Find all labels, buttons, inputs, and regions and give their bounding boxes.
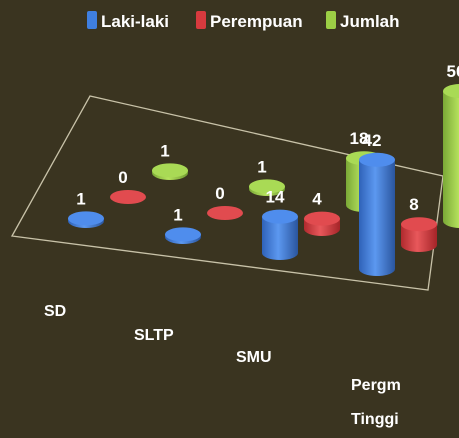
value-label-laki-laki-sltp: 1 xyxy=(173,205,182,224)
category-label-sd: SD xyxy=(44,303,66,320)
bar-jumlah-sd-top xyxy=(152,163,188,178)
bar-perempuan-pergm-tinggi xyxy=(401,217,437,252)
bar-jumlah-pergm-tinggi-body xyxy=(443,91,459,228)
bar-laki-laki-smu-body xyxy=(262,216,298,260)
category-labels: SD SLTP SMU Pergm Tinggi xyxy=(44,303,405,428)
bar-laki-laki-pergm-tinggi-top xyxy=(359,152,395,167)
bar-perempuan-smu xyxy=(304,211,340,236)
value-label-perempuan-sd: 0 xyxy=(118,168,127,187)
legend-swatch-jumlah xyxy=(326,11,336,29)
bar-perempuan-pergm-tinggi-body xyxy=(401,224,437,252)
bar-laki-laki-smu xyxy=(262,209,298,260)
category-label-sltp: SLTP xyxy=(134,327,174,344)
bar-laki-laki-pergm-tinggi xyxy=(359,152,395,276)
bar-jumlah-sltp-top xyxy=(249,179,285,194)
value-label-perempuan-sltp: 0 xyxy=(215,184,224,203)
bar-perempuan-sd-top xyxy=(110,190,146,204)
category-label-smu: SMU xyxy=(236,349,272,366)
bar-laki-laki-sd xyxy=(68,211,104,228)
value-label-jumlah-sd: 1 xyxy=(160,141,169,160)
legend-swatch-laki-laki xyxy=(87,11,97,29)
bar-jumlah-pergm-tinggi xyxy=(443,84,459,228)
legend-label-perempuan: Perempuan xyxy=(210,12,303,31)
bar-perempuan-sd xyxy=(110,190,146,204)
bar-perempuan-sltp-top xyxy=(207,206,243,220)
legend-swatch-perempuan xyxy=(196,11,206,29)
legend-item-laki-laki: Laki-laki xyxy=(87,11,169,31)
bar-perempuan-pergm-tinggi-top xyxy=(401,217,437,232)
legend-item-jumlah: Jumlah xyxy=(326,11,400,31)
bar-laki-laki-sd-top xyxy=(68,211,104,226)
legend-label-jumlah: Jumlah xyxy=(340,12,400,31)
category-label-pergm-tinggi-line1: Pergm xyxy=(351,377,401,394)
bar-perempuan-smu-top xyxy=(304,211,340,226)
bar-perempuan-sltp xyxy=(207,206,243,220)
value-label-laki-laki-sd: 1 xyxy=(76,189,85,208)
bar-laki-laki-sltp-top xyxy=(165,227,201,242)
value-label-laki-laki-pergm-tinggi: 42 xyxy=(363,131,382,150)
bar-jumlah-pergm-tinggi-top xyxy=(443,84,459,98)
category-label-pergm-tinggi: Pergm Tinggi xyxy=(351,377,405,428)
bar-laki-laki-pergm-tinggi-body xyxy=(359,159,395,276)
value-label-jumlah-smu: 18 xyxy=(350,129,369,148)
legend-label-laki-laki: Laki-laki xyxy=(101,12,169,31)
chart-value-labels: 1101801504181442 xyxy=(76,62,459,224)
bar-jumlah-sd xyxy=(152,163,188,180)
value-label-jumlah-sltp: 1 xyxy=(257,157,266,176)
value-label-perempuan-smu: 4 xyxy=(312,190,322,209)
value-label-jumlah-pergm-tinggi: 50 xyxy=(447,62,459,81)
chart-legend: Laki-laki Perempuan Jumlah xyxy=(87,11,400,31)
category-label-pergm-tinggi-line2: Tinggi xyxy=(351,411,399,428)
bar-jumlah-sltp xyxy=(249,179,285,196)
bar-laki-laki-sltp xyxy=(165,227,201,244)
bar-laki-laki-smu-top xyxy=(262,209,298,224)
value-label-laki-laki-smu: 14 xyxy=(266,188,285,207)
value-label-perempuan-pergm-tinggi: 8 xyxy=(409,195,418,214)
legend-item-perempuan: Perempuan xyxy=(196,11,303,31)
chart-marks xyxy=(68,84,459,276)
